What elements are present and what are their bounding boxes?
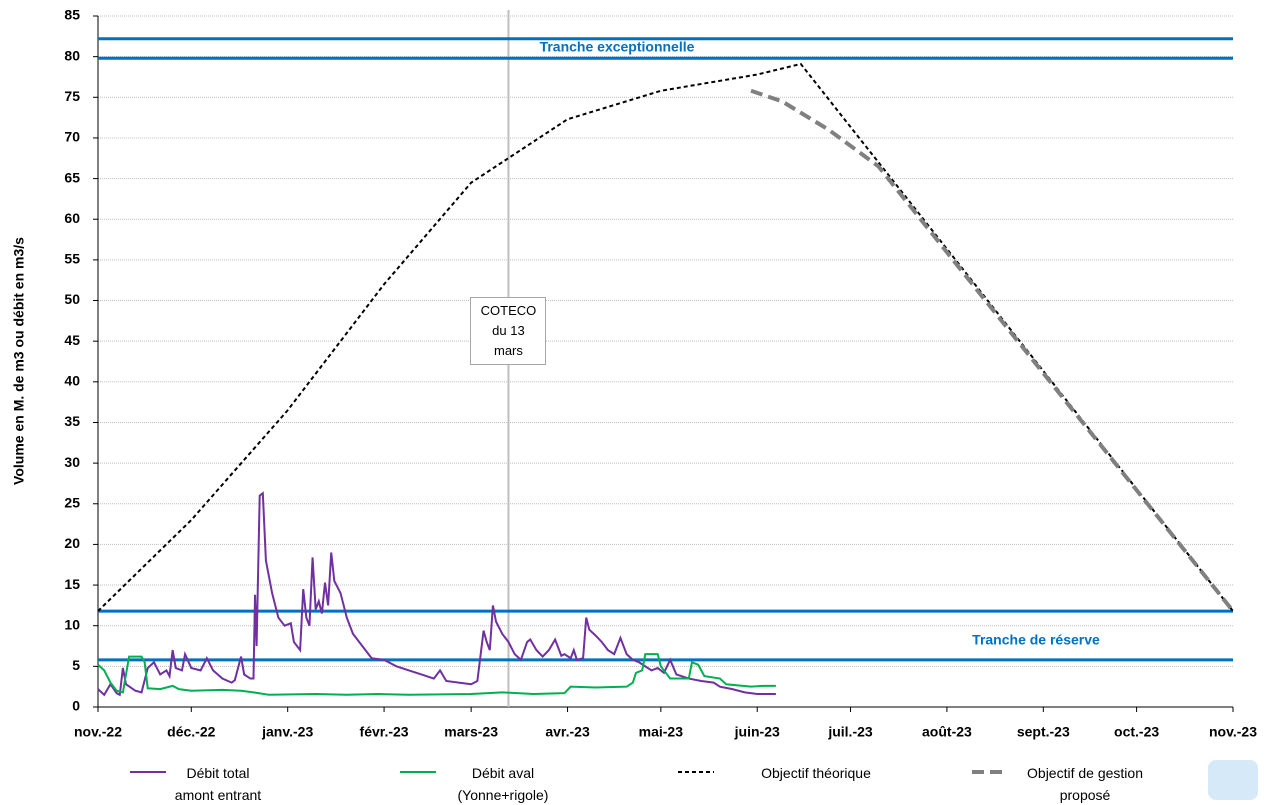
y-tick-label: 55: [64, 251, 80, 267]
y-tick-label: 30: [64, 454, 80, 470]
legend-label: Débit aval (Yonne+rigole): [457, 765, 549, 803]
x-tick-label: juin-23: [734, 724, 780, 740]
x-tick-label: juil.-23: [827, 724, 873, 740]
x-tick-label: oct.-23: [1114, 724, 1159, 740]
y-tick-label: 0: [72, 698, 80, 714]
x-tick-label: mars-23: [444, 724, 498, 740]
y-tick-label: 10: [64, 616, 80, 632]
x-tick-label: janv.-23: [261, 724, 313, 740]
y-tick-label: 35: [64, 413, 80, 429]
y-tick-label: 45: [64, 332, 80, 348]
series-line: [750, 88, 1235, 613]
legend-swatch: [972, 770, 1008, 774]
y-tick-label: 75: [64, 88, 80, 104]
legend-label: Débit total amont entrant: [174, 765, 262, 803]
y-tick-label: 70: [64, 129, 80, 145]
y-tick-label: 80: [64, 47, 80, 63]
legend-label: Objectif théorique: [761, 765, 871, 781]
y-tick-label: 5: [72, 657, 80, 673]
x-tick-label: nov.-23: [1209, 724, 1257, 740]
legend-item: Débit aval (Yonne+rigole): [398, 762, 568, 805]
y-tick-label: 15: [64, 576, 80, 592]
legend-swatch: [678, 771, 714, 773]
event-label: COTECO du 13 mars: [470, 297, 547, 365]
annotation: Tranche exceptionnelle: [540, 39, 695, 55]
logo: [1208, 760, 1258, 800]
y-tick-label: 25: [64, 494, 80, 510]
x-tick-label: août-23: [922, 724, 972, 740]
x-tick-label: sept.-23: [1017, 724, 1070, 740]
legend-item: Objectif théorique: [676, 762, 916, 784]
x-tick-label: nov.-22: [74, 724, 122, 740]
y-tick-label: 65: [64, 169, 80, 185]
x-tick-label: déc.-22: [167, 724, 215, 740]
event-label-box: COTECO du 13 mars: [470, 297, 547, 365]
y-tick-label: 85: [64, 7, 80, 23]
legend-label: Objectif de gestion proposé: [1027, 765, 1143, 803]
series-line: [97, 491, 776, 697]
y-tick-label: 20: [64, 535, 80, 551]
legend-item: Débit total amont entrant: [128, 762, 268, 805]
legend-swatch: [130, 771, 166, 773]
annotation: Tranche de réserve: [972, 632, 1100, 648]
x-tick-label: avr.-23: [545, 724, 590, 740]
x-tick-label: mai-23: [639, 724, 684, 740]
y-tick-label: 40: [64, 373, 80, 389]
legend-swatch: [400, 771, 436, 773]
series-line: [97, 653, 776, 696]
legend-item: Objectif de gestion proposé: [970, 762, 1160, 805]
y-tick-label: 50: [64, 291, 80, 307]
x-tick-label: févr.-23: [360, 724, 409, 740]
y-axis-label: Volume en M. de m3 ou débit en m3/s: [11, 237, 27, 485]
y-tick-label: 60: [64, 210, 80, 226]
series-line: [97, 62, 1234, 612]
